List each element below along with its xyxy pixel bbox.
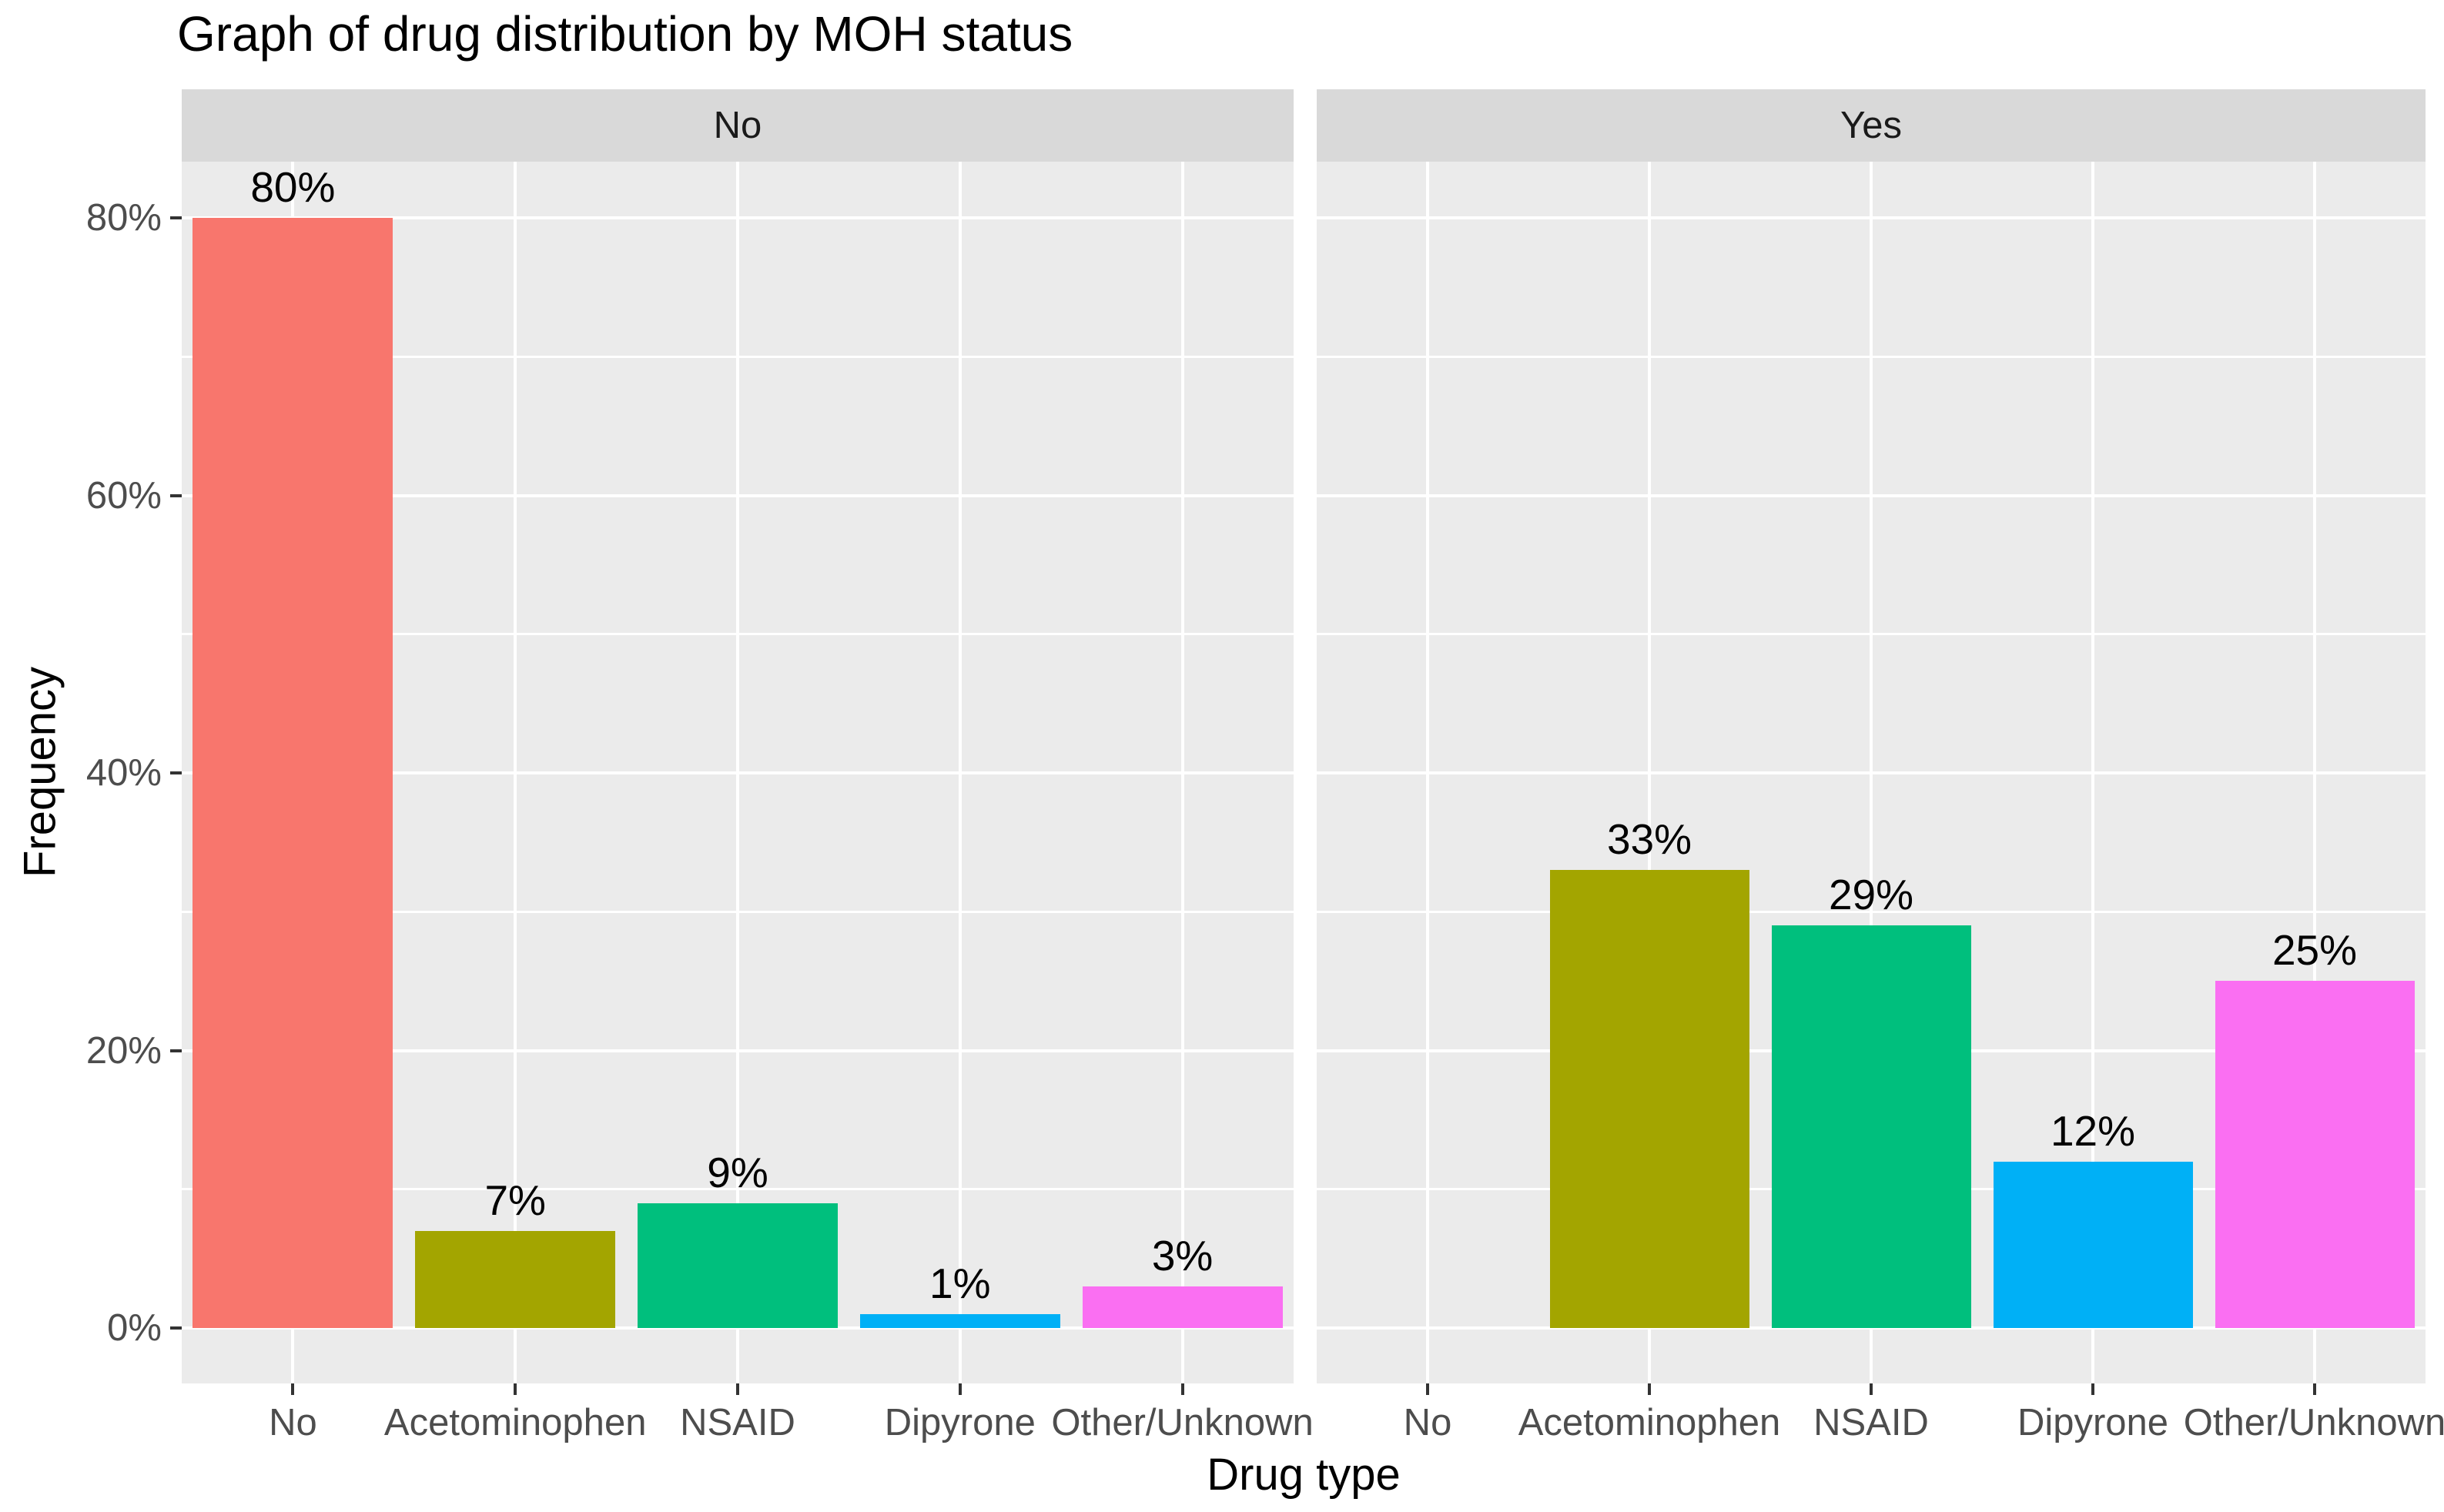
y-tick-label: 60% <box>85 474 162 517</box>
bar-value-label: 12% <box>2050 1106 2136 1155</box>
bar-value-label: 25% <box>2272 926 2358 975</box>
x-axis-tick-mark <box>1180 1383 1184 1395</box>
x-tick-label: No <box>269 1402 317 1443</box>
x-axis-tick-mark <box>1870 1383 1873 1395</box>
x-tick-label: No <box>1403 1402 1452 1443</box>
y-tick-label: 80% <box>85 197 162 239</box>
y-axis-tick-mark <box>170 771 182 774</box>
bar-value-label: 7% <box>484 1176 546 1224</box>
y-tick-label: 0% <box>107 1307 162 1349</box>
x-axis-tick-mark <box>2091 1383 2094 1395</box>
gridline-major-v <box>1870 162 1873 1383</box>
x-tick-label: Acetominophen <box>383 1402 647 1443</box>
x-axis-tick-mark <box>958 1383 962 1395</box>
bar-value-label: 33% <box>1606 815 1692 864</box>
bar <box>859 1313 1060 1328</box>
bar-value-label: 29% <box>1828 871 1914 919</box>
bar <box>2215 981 2415 1328</box>
facet-strip: Yes <box>1317 89 2426 162</box>
y-axis-tick-mark <box>170 1326 182 1330</box>
x-tick-label: Dipyrone <box>884 1402 1036 1443</box>
y-axis-tick-mark <box>170 216 182 219</box>
chart-title: Graph of drug distribution by MOH status <box>177 6 1073 62</box>
x-axis-tick-mark <box>1648 1383 1651 1395</box>
y-axis-tick-mark <box>170 1049 182 1052</box>
bar <box>1082 1286 1283 1328</box>
bar <box>415 1230 616 1328</box>
y-axis-tick-mark <box>170 493 182 497</box>
x-tick-label: Other/Unknown <box>1051 1402 1314 1443</box>
bar <box>1549 870 1749 1328</box>
x-axis-tick-mark <box>1426 1383 1429 1395</box>
bar <box>638 1203 838 1328</box>
x-axis-title: Drug type <box>1207 1450 1401 1500</box>
gridline-major-v <box>1426 162 1429 1383</box>
x-tick-label: Acetominophen <box>1518 1402 1781 1443</box>
x-axis-tick-mark <box>514 1383 517 1395</box>
bar <box>1993 1161 2193 1328</box>
bar <box>1771 925 1971 1328</box>
bar-value-label: 80% <box>250 163 336 211</box>
facet-strip-label: Yes <box>1840 105 1902 146</box>
x-axis-tick-mark <box>736 1383 739 1395</box>
x-axis-tick-mark <box>291 1383 295 1395</box>
x-tick-label: Other/Unknown <box>2183 1402 2444 1443</box>
gridline-major-v <box>2313 162 2316 1383</box>
gridline-major-v <box>958 162 962 1383</box>
bar <box>193 218 393 1328</box>
y-tick-label: 20% <box>85 1029 162 1072</box>
gridline-major-v <box>1648 162 1651 1383</box>
x-tick-label: Dipyrone <box>2017 1402 2169 1443</box>
bar-value-label: 3% <box>1151 1231 1214 1280</box>
bar-value-label: 1% <box>929 1259 991 1307</box>
x-tick-label: NSAID <box>680 1402 795 1443</box>
gridline-major-v <box>736 162 739 1383</box>
gridline-major-v <box>2091 162 2094 1383</box>
x-axis-tick-mark <box>2313 1383 2316 1395</box>
gridline-major-v <box>514 162 517 1383</box>
gridline-major-v <box>1180 162 1184 1383</box>
bar-value-label: 9% <box>707 1148 768 1196</box>
x-tick-label: NSAID <box>1813 1402 1929 1443</box>
facet-strip-label: No <box>713 105 762 146</box>
y-tick-label: 40% <box>85 752 162 794</box>
facet-strip: No <box>182 89 1294 162</box>
